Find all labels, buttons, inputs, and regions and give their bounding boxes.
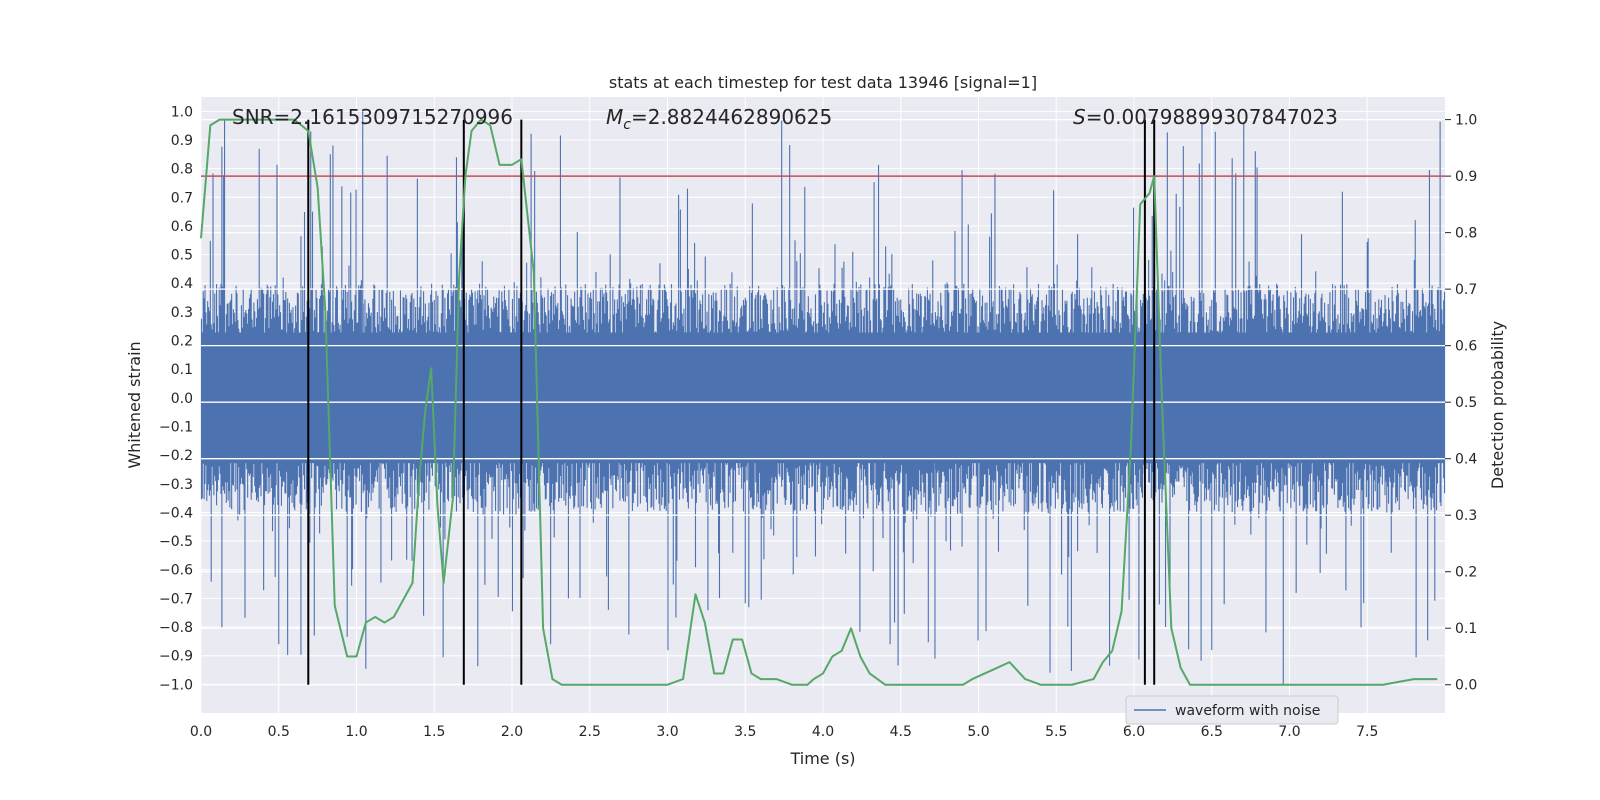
y-tick-label-right: 0.3 [1455,508,1477,524]
y-axis-label-right: Detection probability [1488,321,1507,489]
x-tick-label: 2.0 [501,724,523,740]
y-axis-label-left: Whitened strain [125,341,144,468]
x-tick-label: 4.0 [812,724,834,740]
waveform-series [200,111,1446,685]
chirp-mass-annotation: Mc=2.8824462890625 [606,105,832,133]
y-tick-label-right: 1.0 [1455,113,1477,129]
probability-series [200,118,1438,686]
legend-label: waveform with noise [1175,703,1320,719]
y-tick-label-right: 0.4 [1455,452,1477,468]
chirp-mass-subscript: c [623,117,631,133]
y-tick-label-left: −0.4 [159,505,193,521]
y-tick-label-right: 0.2 [1455,565,1477,581]
x-tick-label: 2.5 [579,724,601,740]
y-tick-label-left: −1.0 [159,677,193,693]
x-axis-label: Time (s) [789,749,855,768]
y-tick-label-left: 0.9 [171,133,193,149]
y-tick-label-left: 0.2 [171,334,193,350]
chirp-mass-value: =2.8824462890625 [631,105,832,129]
y-tick-label-left: 0.4 [171,276,193,292]
y-tick-label-right: 0.6 [1455,339,1477,355]
x-tick-label: 7.5 [1356,724,1378,740]
x-tick-label: 5.5 [1045,724,1067,740]
y-tick-label-left: −0.5 [159,534,193,550]
y-tick-label-left: 1.0 [171,104,193,120]
y-tick-label-left: 0.3 [171,305,193,321]
y-tick-label-left: −0.9 [159,649,193,665]
x-tick-label: 6.5 [1201,724,1223,740]
x-tick-label: 3.0 [656,724,678,740]
y-tick-label-right: 0.5 [1455,395,1477,411]
x-tick-label: 7.0 [1278,724,1300,740]
y-tick-label-left: −0.2 [159,448,193,464]
x-tick-label: 0.0 [190,724,212,740]
y-tick-label-right: 0.1 [1455,621,1477,637]
y-tick-label-left: 0.8 [171,162,193,178]
y-tick-label-left: 0.1 [171,362,193,378]
y-tick-label-left: 0.5 [171,248,193,264]
x-tick-label: 3.5 [734,724,756,740]
y-tick-label-right: 0.7 [1455,282,1477,298]
s-symbol: S [1073,105,1086,129]
x-tick-label: 1.0 [345,724,367,740]
x-tick-label: 5.0 [967,724,989,740]
y-tick-label-left: −0.6 [159,563,193,579]
y-tick-label-left: −0.1 [159,419,193,435]
chart-title: stats at each timestep for test data 139… [609,73,1037,92]
y-tick-label-right: 0.8 [1455,226,1477,242]
y-tick-label-left: −0.7 [159,591,193,607]
snr-annotation: SNR=2.1615309715270996 [232,105,513,129]
y-tick-label-left: −0.8 [159,620,193,636]
y-tick-label-right: 0.9 [1455,169,1477,185]
s-annotation: S=0.00798899307847023 [1073,105,1338,129]
y-tick-label-left: 0.7 [171,190,193,206]
y-tick-label-left: 0.6 [171,219,193,235]
x-tick-label: 1.5 [423,724,445,740]
x-tick-label: 4.5 [890,724,912,740]
x-tick-label: 6.0 [1123,724,1145,740]
legend: waveform with noise [1125,695,1339,725]
y-tick-label-right: 0.0 [1455,678,1477,694]
y-tick-label-left: −0.3 [159,477,193,493]
y-tick-label-left: 0.0 [171,391,193,407]
probability-line [200,118,1438,686]
chirp-mass-symbol: M [606,105,623,129]
axis-ticks: 0.0 0.5 1.0 1.5 2.0 2.5 3.0 3.5 4.0 4.5 5.0 5.5 6.0 6… [159,104,1477,740]
x-tick-label: 0.5 [268,724,290,740]
s-value: =0.00798899307847023 [1086,105,1338,129]
legend-box [1125,695,1339,725]
